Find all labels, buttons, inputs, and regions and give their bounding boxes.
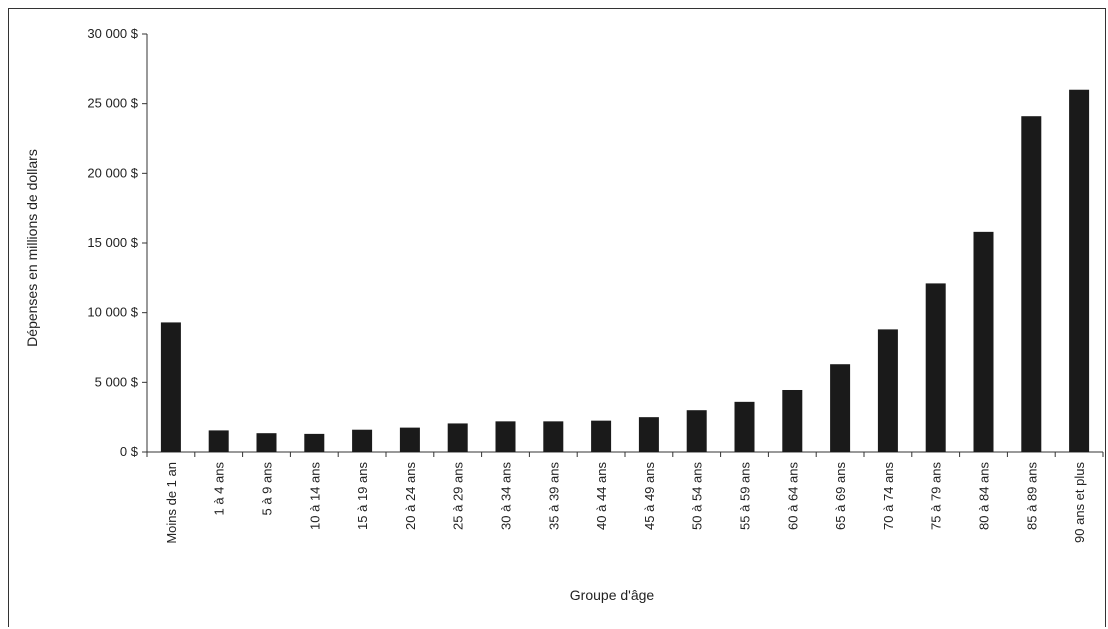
bar — [686, 410, 707, 452]
y-axis-title: Dépenses en millions de dollars — [24, 149, 40, 347]
bar — [160, 322, 181, 452]
x-tick-label: 45 à 49 ans — [642, 462, 657, 530]
x-tick-label: Moins de 1 an — [164, 462, 179, 544]
x-tick-label: 15 à 19 ans — [355, 462, 370, 530]
bar — [543, 421, 564, 452]
x-tick-label: 1 à 4 ans — [212, 462, 227, 516]
y-tick-label: 25 000 $ — [87, 96, 138, 111]
bar — [399, 427, 420, 452]
x-tick-label: 90 ans et plus — [1072, 462, 1087, 543]
bar — [495, 421, 516, 452]
y-tick-label: 30 000 $ — [87, 26, 138, 41]
bar — [304, 433, 325, 452]
x-axis-title: Groupe d'âge — [570, 587, 655, 603]
y-axis: 0 $ 5 000 $ 10 000 $ 15 000 $ 20 000 $ 25 000… — [87, 26, 148, 459]
x-axis — [146, 451, 1104, 457]
bar — [638, 417, 659, 452]
x-tick-label: 65 à 69 ans — [833, 462, 848, 530]
bar — [877, 329, 898, 452]
y-tick-label: 20 000 $ — [87, 165, 138, 180]
x-tick-label: 70 à 74 ans — [881, 462, 896, 530]
chart-frame — [8, 8, 1106, 627]
y-tick-label: 10 000 $ — [87, 305, 138, 320]
y-tick-label: 15 000 $ — [87, 235, 138, 250]
bar — [925, 283, 946, 452]
x-tick-label: 40 à 44 ans — [594, 462, 609, 530]
x-tick-label: 20 à 24 ans — [403, 462, 418, 530]
x-tick-label: 25 à 29 ans — [451, 462, 466, 530]
x-tick-label: 85 à 89 ans — [1024, 462, 1039, 530]
bar — [734, 401, 755, 452]
x-tick-label: 55 à 59 ans — [738, 462, 753, 530]
x-tick-label: 75 à 79 ans — [929, 462, 944, 530]
y-tick-label: 5 000 $ — [95, 374, 139, 389]
bar — [208, 430, 229, 452]
bar — [830, 364, 851, 452]
x-tick-label: 50 à 54 ans — [690, 462, 705, 530]
bar — [352, 429, 373, 452]
y-tick-label: 0 $ — [120, 444, 139, 459]
x-tick-label: 35 à 39 ans — [546, 462, 561, 530]
bars — [160, 89, 1090, 452]
x-tick-label: 80 à 84 ans — [977, 462, 992, 530]
bar — [782, 389, 803, 452]
bar — [591, 420, 612, 452]
bar — [1021, 116, 1042, 452]
x-tick-label: 5 à 9 ans — [260, 462, 275, 516]
bar — [447, 423, 468, 452]
x-tick-label: 10 à 14 ans — [307, 462, 322, 530]
bar — [1069, 89, 1090, 452]
category-labels: Moins de 1 an 1 à 4 ans 5 à 9 ans 10 à 14 a… — [164, 462, 1087, 544]
x-tick-label: 30 à 34 ans — [499, 462, 514, 530]
x-tick-label: 60 à 64 ans — [785, 462, 800, 530]
bar — [973, 231, 994, 452]
bar — [256, 433, 277, 452]
